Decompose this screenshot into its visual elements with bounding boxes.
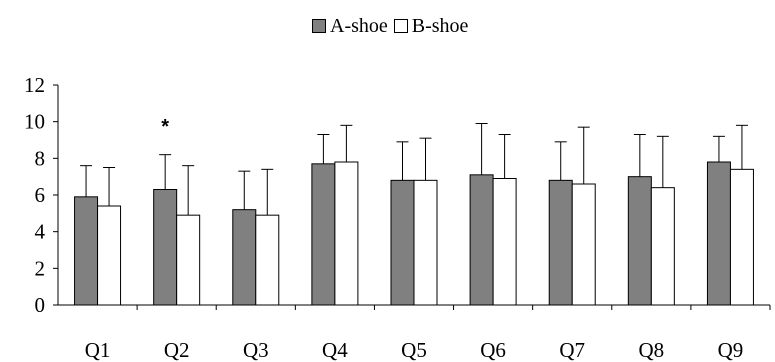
legend-label-a-shoe: A-shoe	[330, 15, 388, 37]
y-tick-label: 6	[35, 183, 46, 207]
y-tick-label: 0	[35, 293, 46, 317]
bar-a-shoe-q6	[469, 174, 494, 306]
bar-b-shoe-q1	[97, 205, 122, 306]
bar-b-shoe-q2	[176, 214, 201, 306]
x-tick-label: Q3	[243, 338, 269, 362]
x-tick-label: Q4	[322, 338, 348, 362]
bar-a-shoe-q7	[548, 179, 573, 306]
y-tick-label: 4	[35, 220, 46, 244]
y-tick-label: 8	[35, 146, 46, 170]
x-tick-label: Q7	[559, 338, 585, 362]
bar-a-shoe-q3	[232, 209, 257, 306]
bar-b-shoe-q3	[255, 214, 280, 306]
bar-b-shoe-q7	[571, 183, 596, 306]
y-tick-label: 10	[24, 110, 45, 134]
x-tick-label: Q1	[85, 338, 111, 362]
significance-annotation: *	[161, 116, 169, 138]
x-tick-label: Q5	[401, 338, 427, 362]
bar-a-shoe-q2	[153, 189, 178, 306]
legend-item-b-shoe: B-shoe	[393, 12, 469, 40]
bar-a-shoe-q1	[74, 196, 99, 306]
bar-b-shoe-q9	[729, 168, 754, 306]
bar-b-shoe-q4	[334, 161, 359, 306]
x-tick-label: Q2	[164, 338, 190, 362]
legend-label-b-shoe: B-shoe	[411, 15, 469, 37]
x-tick-label: Q6	[480, 338, 506, 362]
bar-a-shoe-q9	[706, 161, 731, 306]
x-tick-label: Q8	[638, 338, 664, 362]
bar-a-shoe-q4	[311, 163, 336, 306]
legend-item-a-shoe: A-shoe	[312, 12, 388, 40]
legend: A-shoe B-shoe	[312, 12, 474, 40]
legend-swatch-a-shoe	[312, 19, 326, 33]
x-tick-label: Q9	[718, 338, 744, 362]
legend-swatch-b-shoe	[393, 19, 408, 33]
bar-b-shoe-q5	[413, 179, 438, 306]
bar-a-shoe-q5	[390, 179, 415, 306]
bar-b-shoe-q6	[492, 178, 517, 306]
y-tick-label: 12	[24, 73, 45, 97]
y-tick-label: 2	[35, 256, 46, 280]
bar-b-shoe-q8	[650, 187, 675, 306]
bar-a-shoe-q8	[627, 176, 652, 306]
